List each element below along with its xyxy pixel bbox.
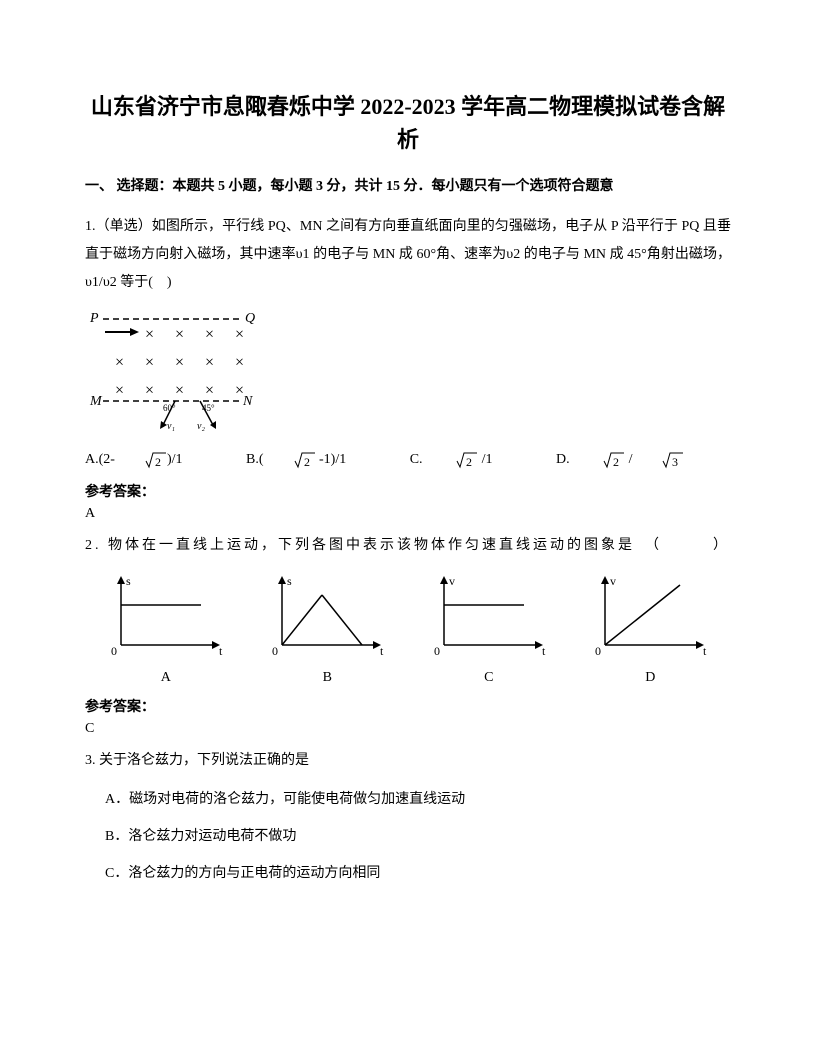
section-header: 一、 选择题：本题共 5 小题，每小题 3 分，共计 15 分．每小题只有一个选…	[85, 176, 731, 198]
graph-c: v t 0 C	[424, 570, 554, 686]
svg-text:×: ×	[205, 354, 214, 371]
svg-text:×: ×	[175, 354, 184, 371]
q3-option-c: C．洛仑兹力的方向与正电荷的运动方向相同	[105, 861, 731, 886]
svg-text:×: ×	[205, 382, 214, 399]
svg-text:0: 0	[595, 644, 601, 658]
svg-text:×: ×	[145, 382, 154, 399]
q1-option-c: C. 2 /1	[410, 452, 523, 467]
svg-text:s: s	[126, 574, 131, 588]
svg-text:2: 2	[304, 455, 310, 469]
q1-answer-label: 参考答案：	[85, 481, 731, 501]
svg-text:t: t	[542, 644, 546, 658]
svg-text:v₁: v₁	[167, 421, 175, 432]
angle-45: 45°	[202, 403, 215, 413]
angle-60: 60°	[163, 403, 176, 413]
svg-text:×: ×	[175, 382, 184, 399]
label-m: M	[89, 394, 103, 409]
graph-c-label: C	[424, 670, 554, 686]
svg-text:2: 2	[466, 455, 472, 469]
svg-text:0: 0	[434, 644, 440, 658]
svg-text:×: ×	[235, 326, 244, 343]
svg-text:t: t	[703, 644, 707, 658]
svg-text:t: t	[380, 644, 384, 658]
graph-a-label: A	[101, 670, 231, 686]
graph-b: s t 0 B	[262, 570, 392, 686]
svg-text:v₂: v₂	[197, 421, 205, 432]
q3-option-a: A．磁场对电荷的洛仑兹力，可能使电荷做匀加速直线运动	[105, 787, 731, 812]
graph-b-label: B	[262, 670, 392, 686]
question-3-text: 3. 关于洛仑兹力，下列说法正确的是	[85, 747, 731, 775]
exam-title: 山东省济宁市息陬春烁中学 2022-2023 学年高二物理模拟试卷含解析	[85, 90, 731, 156]
svg-text:t: t	[219, 644, 223, 658]
svg-text:s: s	[287, 574, 292, 588]
label-q: Q	[245, 311, 255, 326]
q1-option-d: D. 2 /3	[556, 452, 685, 467]
svg-text:×: ×	[145, 326, 154, 343]
svg-text:×: ×	[235, 354, 244, 371]
q1-option-b: B.(2 -1)/1	[246, 452, 376, 467]
svg-text:×: ×	[115, 382, 124, 399]
svg-text:2: 2	[613, 455, 619, 469]
q2-answer-label: 参考答案：	[85, 696, 731, 716]
svg-text:×: ×	[115, 354, 124, 371]
svg-text:×: ×	[175, 326, 184, 343]
label-p: P	[89, 311, 99, 326]
q1-answer: A	[85, 506, 731, 522]
graph-d: v t 0 D	[585, 570, 715, 686]
svg-text:v: v	[610, 574, 616, 588]
svg-text:0: 0	[111, 644, 117, 658]
svg-text:3: 3	[672, 455, 678, 469]
graph-d-label: D	[585, 670, 715, 686]
question-2-graphs: s t 0 A s t 0 B v t 0	[85, 570, 731, 686]
svg-text:×: ×	[205, 326, 214, 343]
svg-text:×: ×	[145, 354, 154, 371]
svg-text:2: 2	[155, 455, 161, 469]
graph-a: s t 0 A	[101, 570, 231, 686]
question-1-text: 1.（单选）如图所示，平行线 PQ、MN 之间有方向垂直纸面向里的匀强磁场，电子…	[85, 213, 731, 297]
q2-answer: C	[85, 721, 731, 737]
svg-text:v: v	[449, 574, 455, 588]
svg-text:0: 0	[272, 644, 278, 658]
question-1-diagram: P Q × × × × × × × × × × × × × × M N 60° …	[85, 307, 731, 437]
q3-option-b: B．洛仑兹力对运动电荷不做功	[105, 824, 731, 849]
label-n: N	[242, 394, 253, 409]
q1-option-a: A.(2-2)/1	[85, 452, 213, 467]
question-1-options: A.(2-2)/1 B.(2 -1)/1 C. 2 /1 D. 2 /3	[85, 447, 731, 472]
question-2-text: 2. 物体在一直线上运动，下列各图中表示该物体作匀速直线运动的图象是 （ ）	[85, 532, 731, 560]
